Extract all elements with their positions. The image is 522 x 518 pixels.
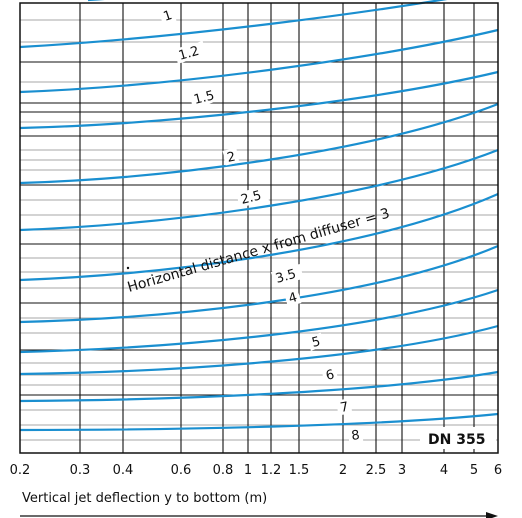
curve-label-bg — [222, 147, 240, 166]
curve-label-bg — [270, 264, 304, 287]
curve-label-bg — [307, 332, 325, 351]
curve-label-4: 4 — [287, 290, 299, 307]
curve-2.5 — [19, 102, 499, 185]
curve-label-7: 7 — [339, 400, 350, 416]
curve-4 — [19, 244, 499, 324]
chart-curves — [19, 0, 499, 432]
plot-frame — [19, 2, 499, 454]
curve-label-1.5: 1.5 — [192, 88, 216, 108]
curve-1.2 — [19, 0, 448, 49]
x-tick-label: 0.2 — [10, 463, 31, 478]
curve-7 — [19, 370, 499, 403]
x-tick-label: 0.6 — [171, 463, 192, 478]
x-tick-label: 5 — [470, 463, 478, 478]
curve-label-bg — [283, 288, 302, 307]
curve-3 — [19, 148, 499, 232]
x-tick-label: 0.4 — [113, 463, 134, 478]
curve-label-1.2: 1.2 — [177, 44, 201, 64]
curve-6 — [19, 324, 499, 376]
annotation-dot — [126, 266, 130, 270]
curve-label-bg — [173, 41, 207, 64]
x-axis-arrowhead — [486, 512, 498, 518]
curve-1.5 — [19, 28, 499, 94]
x-tick-label: 1 — [244, 463, 252, 478]
x-tick-label: 2.5 — [366, 463, 387, 478]
curve-label-6: 6 — [324, 367, 336, 384]
x-tick-label: 6 — [494, 463, 502, 478]
x-tick-label: 3 — [398, 463, 406, 478]
chart-grid-minor — [20, 19, 498, 441]
x-axis-title: Vertical jet deflection y to bottom (m) — [22, 491, 267, 506]
x-tick-label: 0.8 — [213, 463, 234, 478]
x-tick-label: 0.3 — [70, 463, 91, 478]
curve-5 — [19, 288, 499, 354]
badge-dn355: DN 355 — [428, 432, 485, 448]
curve-2 — [19, 70, 499, 130]
curve-label-2: 2 — [226, 150, 237, 166]
curve-label-3.5: 3.5 — [274, 267, 298, 287]
curve-label-bg — [189, 85, 222, 108]
curve-label-5: 5 — [310, 334, 322, 351]
curve-label-bg — [236, 185, 269, 208]
curve-label-bg — [158, 6, 177, 25]
curve-label-bg — [321, 365, 339, 384]
x-tick-label: 1.5 — [289, 463, 310, 478]
curve-3.5 — [19, 192, 499, 282]
curve-label-bg — [347, 426, 364, 444]
curve-label-8: 8 — [350, 428, 360, 444]
badge-background — [420, 427, 496, 449]
curve-8 — [19, 412, 499, 432]
curve-label-bg — [335, 398, 353, 416]
x-tick-label: 1.2 — [261, 463, 282, 478]
curve-label-2.5: 2.5 — [239, 188, 263, 208]
x-tick-label: 4 — [440, 463, 448, 478]
x-tick-labels: 0.2 0.3 0.4 0.6 0.8 1 1.2 1.5 2 2.5 3 4 5 6 — [10, 463, 502, 478]
x-tick-label: 2 — [339, 463, 347, 478]
